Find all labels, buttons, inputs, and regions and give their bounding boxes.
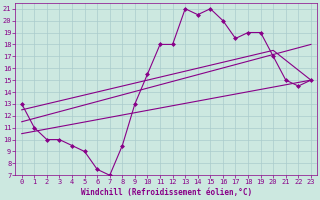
X-axis label: Windchill (Refroidissement éolien,°C): Windchill (Refroidissement éolien,°C): [81, 188, 252, 197]
